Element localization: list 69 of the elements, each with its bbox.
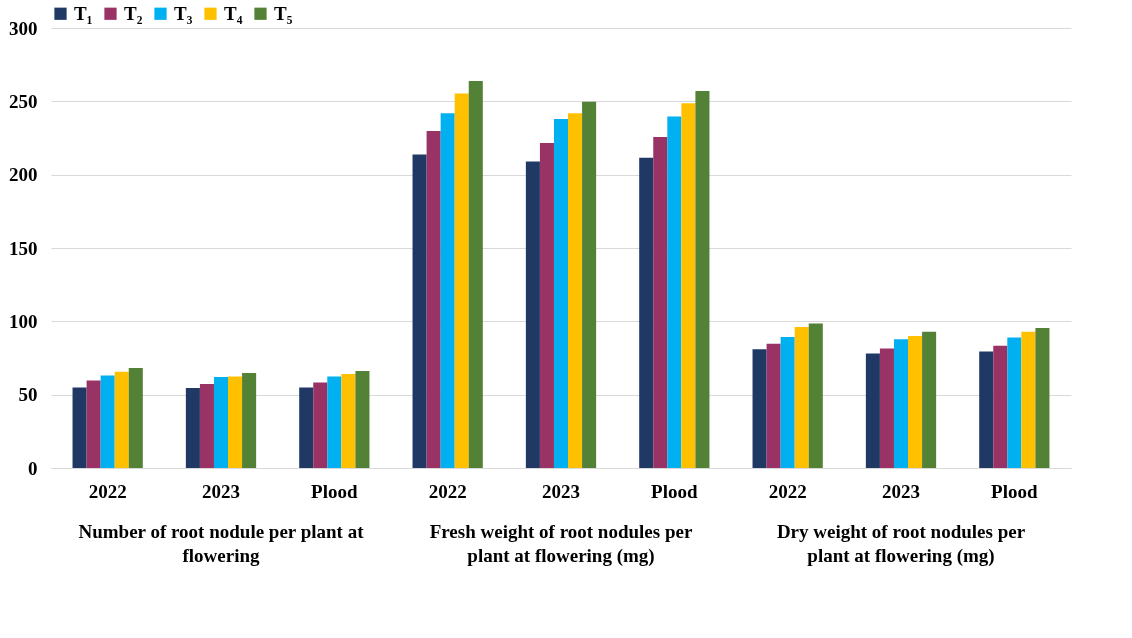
bar [199,383,214,468]
x-tick-label: Plood [991,480,1038,502]
text: Dry weight of root nodules per plant at flowering (mg) [776,521,1026,567]
bar [1035,327,1050,468]
x-tick-label: 2023 [542,480,580,502]
bar [228,376,243,468]
text: Number of root nodule per plant at flowering [78,521,365,566]
bar [752,349,767,468]
bar [525,161,540,468]
bar [114,371,129,468]
bar [568,113,583,468]
legend-label: T₁ [74,2,93,24]
bar [100,375,115,468]
bar [412,154,427,468]
legend-label: T₃ [174,2,193,24]
bar [681,103,696,468]
bar [426,131,441,468]
bar [440,113,455,468]
legend-label: T₄ [224,2,243,24]
bar [993,345,1008,468]
bar [808,323,823,468]
bar [780,337,795,468]
x-tick-label: Plood [651,480,698,502]
y-tick-label: 250 [9,90,38,112]
x-tick-label: 2022 [88,480,127,502]
x-tick-label: 2023 [882,480,920,502]
bar [327,376,342,468]
bar [582,101,597,468]
bar [468,80,483,468]
legend-label: T₅ [274,2,293,24]
bar [879,348,894,468]
bar [299,387,314,468]
bar [667,116,682,468]
x-tick-label: 2022 [428,480,467,502]
bar [242,373,257,468]
legend-label: T₂ [124,2,143,24]
bar [185,388,200,468]
bar [86,380,101,468]
x-tick-label: 2023 [202,480,240,502]
bar [355,370,370,468]
bar [766,343,781,468]
bar [893,339,909,468]
bar [922,331,937,468]
bar [639,157,654,468]
y-tick-label: 300 [9,17,38,39]
bar [865,353,880,468]
bar [695,91,710,468]
x-tick-label: Plood [311,480,358,502]
bar [128,367,143,468]
bar [1007,337,1022,468]
bar [539,142,554,468]
bar [653,137,668,468]
bar [794,326,809,468]
bar [553,118,569,468]
y-tick-label: 0 [28,457,38,479]
bar [979,351,994,468]
bar [1021,331,1036,468]
bar [908,336,923,468]
y-tick-label: 50 [18,384,38,406]
y-tick-label: 100 [9,310,38,332]
bar [454,93,469,468]
bar [341,373,356,468]
y-tick-label: 200 [9,164,38,186]
y-tick-label: 150 [9,237,38,259]
x-tick-label: 2022 [768,480,807,502]
bar [72,387,87,468]
bar [313,382,328,468]
bar [213,377,229,468]
text: Fresh weight of root nodules per plant at flowering (mg) [429,521,693,567]
